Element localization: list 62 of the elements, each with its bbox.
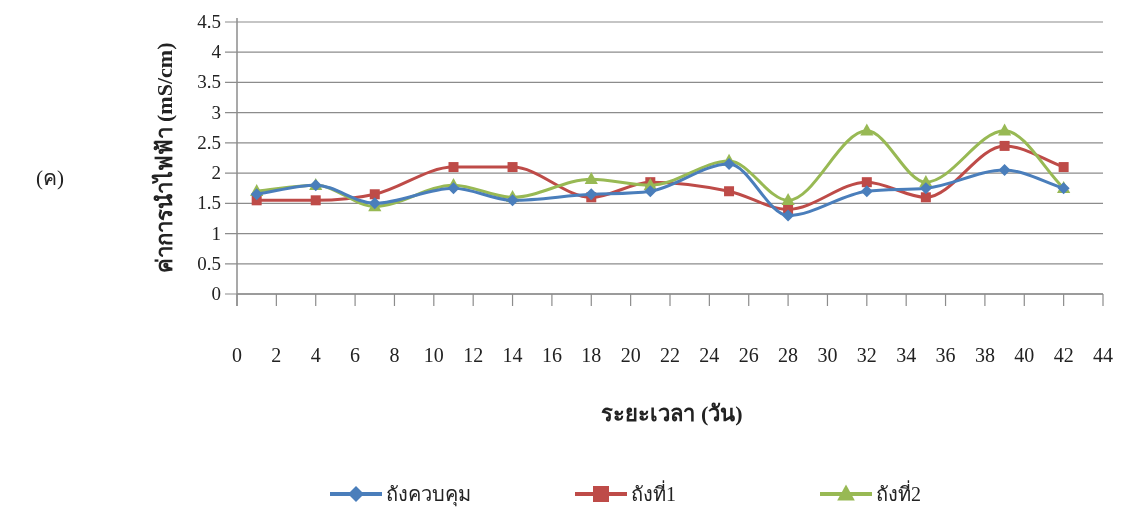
x-tick-label: 40 [1014,344,1035,366]
x-tick-label: 22 [660,344,680,366]
text: (ค) [36,166,64,190]
y-tick-label: 4.5 [197,11,221,32]
x-tick-label: 44 [1093,344,1113,366]
x-tick-label: 0 [232,344,242,366]
legend-label: ถังที่2 [876,480,921,505]
x-tick-label: 16 [541,344,562,366]
point [860,185,873,198]
x-tick-label: 18 [581,344,602,366]
x-tick-label: 14 [502,344,523,366]
point [781,193,795,206]
point [1058,162,1069,173]
point [999,140,1010,151]
x-tick-label: 6 [350,344,361,366]
x-tick-label: 34 [896,344,917,366]
point [507,162,518,173]
point [723,158,736,171]
y-tick-label: 2.5 [197,131,221,153]
point [860,123,874,136]
x-tick-label: 32 [856,344,877,366]
legend-label: ถังที่1 [631,480,676,505]
point [724,186,735,197]
y-tick-label: 3 [211,101,221,123]
y-tick-label: 0.5 [197,252,221,274]
x-tick-label: 26 [738,344,759,366]
x-tick-label: 30 [817,344,838,366]
x-tick-label: 42 [1053,344,1074,366]
point [310,195,321,206]
x-tick-label: 24 [699,344,720,366]
point [919,182,932,195]
x-tick-label: 8 [389,344,400,366]
x-tick-label: 2 [271,344,282,366]
y-axis-title: ค่าการนำไฟฟ้า (mS/cm) [151,42,177,274]
point [506,194,519,207]
point [447,182,460,195]
y-tick-label: 1 [211,222,221,244]
point [584,171,598,184]
y-tick-label: 2 [211,162,221,184]
point [782,209,795,222]
y-tick-label: 4 [211,41,222,63]
x-tick-label: 12 [463,344,484,366]
x-tick-label: 20 [620,344,641,366]
y-tick-label: 0 [211,283,221,304]
point [585,188,598,201]
point [448,162,459,173]
point [998,164,1011,177]
x-tick-label: 36 [935,344,956,366]
x-axis-title: ระยะเวลา (วัน) [601,401,743,426]
x-tick-label: 4 [310,344,321,366]
point [920,192,931,203]
x-tick-label: 38 [974,344,995,366]
point [369,189,380,200]
y-tick-label: 1.5 [197,192,221,214]
x-tick-label: 10 [423,344,444,366]
point [861,177,872,188]
y-tick-label: 3.5 [197,71,221,93]
point [997,123,1012,136]
legend-label: ถังควบคุม [386,483,471,507]
point [644,185,657,198]
x-tick-label: 28 [778,344,799,366]
point [250,188,263,201]
